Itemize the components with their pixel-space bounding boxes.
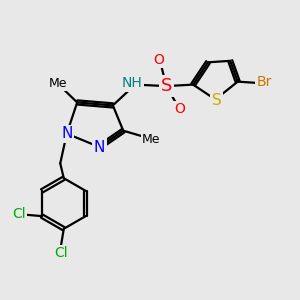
- Text: Cl: Cl: [54, 246, 68, 260]
- Text: S: S: [161, 77, 172, 95]
- Text: N: N: [94, 140, 105, 154]
- Text: Cl: Cl: [12, 207, 26, 221]
- Text: Me: Me: [142, 133, 161, 146]
- Text: Br: Br: [257, 75, 272, 88]
- Text: O: O: [154, 53, 164, 67]
- Text: NH: NH: [122, 76, 142, 90]
- Text: O: O: [174, 102, 185, 116]
- Text: N: N: [61, 126, 73, 141]
- Text: Me: Me: [49, 77, 67, 90]
- Text: S: S: [212, 94, 222, 109]
